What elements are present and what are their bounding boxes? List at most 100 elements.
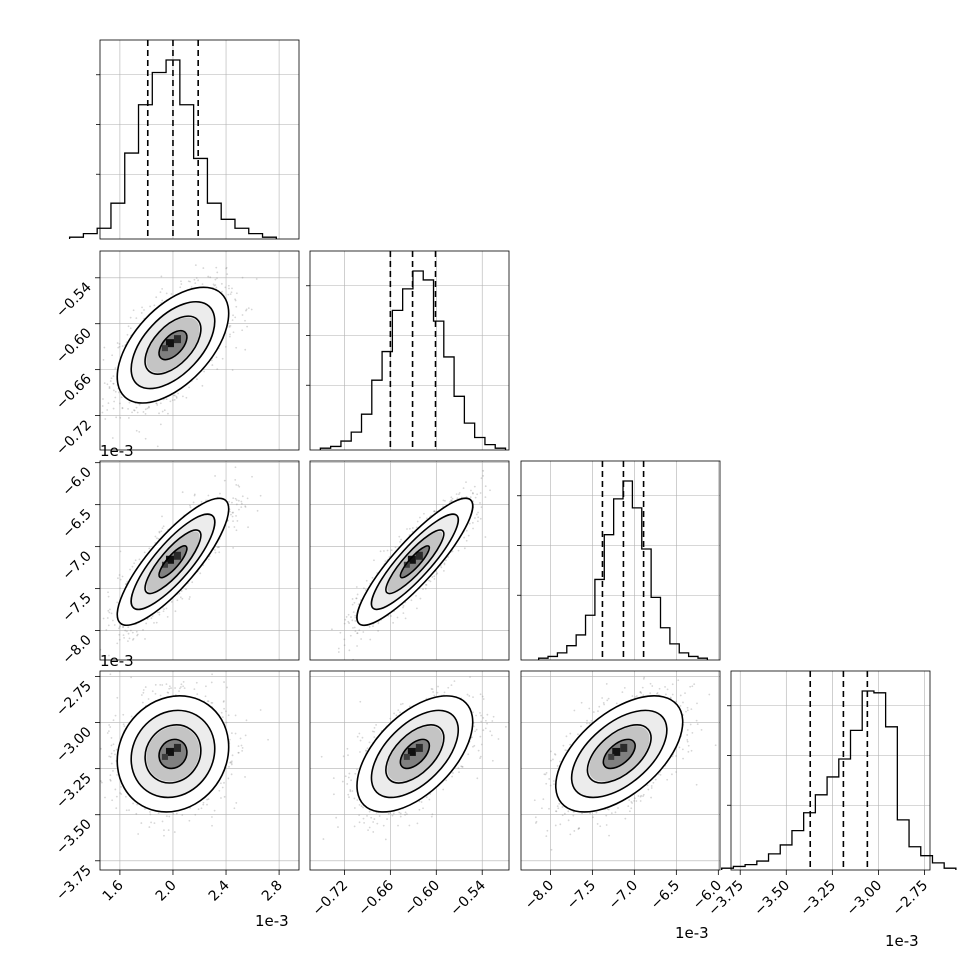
sample-point <box>160 530 163 533</box>
sample-point <box>229 333 231 336</box>
sample-point <box>228 326 231 329</box>
sample-point <box>170 293 173 295</box>
sample-point <box>410 599 413 602</box>
sample-point <box>231 369 234 371</box>
sample-point <box>372 625 374 628</box>
sample-point <box>218 551 221 554</box>
density-core <box>403 561 410 568</box>
sample-point <box>423 512 425 515</box>
density-core <box>173 551 181 560</box>
sample-point <box>235 514 237 517</box>
sample-point <box>250 308 253 311</box>
sample-point <box>241 329 244 332</box>
sample-point <box>474 517 476 519</box>
sample-point <box>426 517 428 520</box>
sample-point <box>373 559 375 562</box>
sample-point <box>149 305 151 308</box>
sample-point <box>354 614 357 617</box>
sample-point <box>201 384 204 387</box>
sample-point <box>228 335 231 338</box>
sample-point <box>230 291 233 294</box>
sample-point <box>180 683 183 686</box>
sample-point <box>355 586 358 588</box>
sample-point <box>442 499 445 502</box>
density-core <box>165 339 174 348</box>
sample-point <box>433 578 436 580</box>
sample-point <box>121 345 124 347</box>
sample-point <box>234 466 237 469</box>
sample-point <box>477 511 479 514</box>
sample-point <box>170 600 173 603</box>
sample-point <box>127 417 130 419</box>
sample-point <box>175 397 178 399</box>
sample-point <box>352 611 355 614</box>
sample-point <box>240 500 243 503</box>
sample-point <box>399 540 401 543</box>
sample-point <box>108 654 110 657</box>
sample-point <box>138 431 141 433</box>
panel-content <box>100 673 269 837</box>
panel-content <box>331 469 491 660</box>
sample-point <box>161 299 164 302</box>
sample-point <box>213 284 216 287</box>
sample-point <box>218 546 220 548</box>
contour-line <box>116 286 230 404</box>
sample-point <box>368 625 371 628</box>
sample-point <box>124 583 127 585</box>
sample-point <box>123 637 125 639</box>
contour-line <box>116 497 230 627</box>
sample-point <box>245 309 247 312</box>
sample-point <box>158 530 161 533</box>
sample-point <box>155 402 158 405</box>
sample-point <box>108 387 111 390</box>
contour-line <box>370 513 460 611</box>
sample-point <box>235 483 238 486</box>
sample-point <box>228 526 230 528</box>
sample-point <box>473 485 476 488</box>
sample-point <box>95 383 97 385</box>
sample-point <box>231 515 234 518</box>
sample-point <box>188 596 191 598</box>
sample-point <box>457 549 460 552</box>
sample-point <box>207 275 210 278</box>
sample-point <box>203 370 206 373</box>
sample-point <box>422 588 424 591</box>
sample-point <box>146 617 149 620</box>
sample-point <box>241 495 244 498</box>
sample-point <box>235 292 238 295</box>
sample-point <box>187 280 190 283</box>
sample-point <box>150 617 153 620</box>
sample-point <box>191 581 194 584</box>
sample-point <box>129 316 132 319</box>
sample-point <box>210 359 213 362</box>
sample-point <box>377 622 380 625</box>
sample-point <box>106 617 109 619</box>
sample-point <box>143 309 145 311</box>
sample-point <box>163 409 166 412</box>
sample-point <box>118 638 121 641</box>
sample-point <box>112 375 115 377</box>
sample-point <box>194 264 197 267</box>
sample-point <box>161 410 164 413</box>
sample-point <box>141 306 143 309</box>
sample-point <box>433 575 436 578</box>
sample-point <box>127 407 129 410</box>
sample-point <box>356 632 359 635</box>
sample-point <box>156 445 159 448</box>
sample-point <box>155 402 158 405</box>
sample-point <box>343 622 346 625</box>
sample-point <box>116 601 119 604</box>
sample-point <box>94 620 96 622</box>
sample-point <box>347 620 350 623</box>
sample-point <box>92 360 94 362</box>
sample-point <box>154 535 157 538</box>
sample-point <box>383 550 385 552</box>
sample-point <box>144 408 147 411</box>
sample-point <box>231 319 234 322</box>
sample-point <box>181 597 184 600</box>
sample-point <box>232 546 235 549</box>
panel-background <box>521 461 720 660</box>
sample-point <box>161 515 163 518</box>
sample-point <box>158 412 160 415</box>
sample-point <box>131 411 133 414</box>
